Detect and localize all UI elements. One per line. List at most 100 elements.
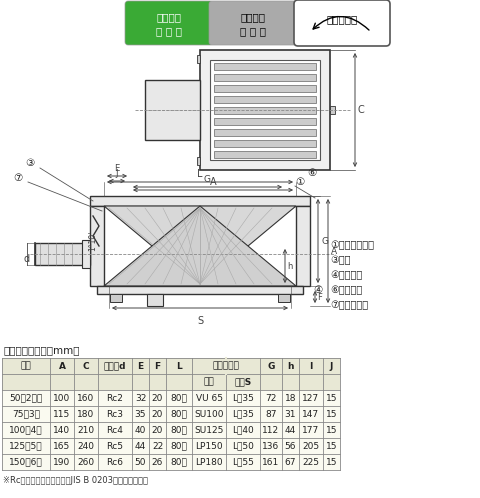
Text: 161: 161 (263, 458, 280, 467)
Text: 20: 20 (152, 425, 163, 434)
Text: Rc4: Rc4 (107, 425, 123, 434)
Bar (214, 150, 316, 157)
Text: S: S (197, 316, 203, 326)
Text: E: E (137, 362, 144, 371)
Text: Rc2: Rc2 (107, 393, 123, 402)
Text: A: A (59, 362, 65, 371)
Text: G: G (321, 237, 328, 246)
Text: 210: 210 (77, 425, 95, 434)
Text: G: G (204, 175, 211, 184)
Text: 44: 44 (135, 442, 146, 451)
Text: d: d (24, 254, 30, 264)
Text: 15: 15 (326, 442, 337, 451)
Text: 100: 100 (53, 393, 71, 402)
Text: 40: 40 (135, 425, 146, 434)
Text: L－50: L－50 (232, 442, 254, 451)
Text: 150（6）: 150（6） (9, 458, 43, 467)
Text: ⑦スペーサー: ⑦スペーサー (330, 300, 368, 310)
Bar (197, 157, 200, 165)
Text: ③: ③ (25, 158, 35, 168)
Bar (210, 60, 320, 160)
Text: Rc3: Rc3 (107, 409, 123, 418)
Bar (214, 107, 316, 114)
Text: 15: 15 (326, 458, 337, 467)
Text: A: A (210, 177, 216, 187)
Text: A: A (331, 247, 337, 255)
Bar (2, 358, 340, 390)
Text: 塗　　膜: 塗 膜 (156, 12, 181, 22)
Text: ⑥丸小ネジ: ⑥丸小ネジ (330, 285, 362, 295)
FancyBboxPatch shape (294, 0, 390, 46)
Text: 125（5）: 125（5） (9, 442, 43, 451)
Text: 1°10': 1°10' (88, 231, 97, 251)
Text: L－35: L－35 (232, 409, 254, 418)
Text: ねじ径d: ねじ径d (104, 362, 126, 371)
Text: 26: 26 (152, 458, 163, 467)
Text: 180: 180 (77, 409, 95, 418)
Bar (90, 196, 310, 206)
Text: C: C (83, 362, 89, 371)
FancyBboxPatch shape (125, 1, 213, 45)
Text: 防 水 用: 防 水 用 (240, 26, 266, 36)
Text: 44: 44 (285, 425, 296, 434)
Text: 205: 205 (302, 442, 320, 451)
Text: 240: 240 (77, 442, 95, 451)
Text: 100（4）: 100（4） (9, 425, 43, 434)
Text: ⑥: ⑥ (307, 168, 317, 178)
Bar (214, 139, 316, 146)
FancyBboxPatch shape (209, 1, 297, 45)
Text: ④アンカー: ④アンカー (330, 270, 362, 280)
Text: 136: 136 (263, 442, 280, 451)
Text: 165: 165 (53, 442, 71, 451)
Text: 67: 67 (285, 458, 296, 467)
Bar (110, 294, 122, 302)
Bar (147, 294, 163, 306)
Text: LP180: LP180 (195, 458, 223, 467)
Text: 87: 87 (265, 409, 277, 418)
Text: ③本体: ③本体 (330, 255, 350, 265)
Bar (82, 240, 90, 268)
Text: 56: 56 (285, 442, 296, 451)
Bar (200, 50, 330, 170)
Text: L: L (197, 169, 203, 179)
Text: 80～: 80～ (170, 442, 187, 451)
Bar (197, 55, 200, 63)
Text: 15: 15 (326, 393, 337, 402)
Text: F: F (155, 362, 161, 371)
Text: 190: 190 (53, 458, 71, 467)
Text: モルタル: モルタル (240, 12, 265, 22)
Text: h: h (287, 261, 292, 270)
Text: VU 65: VU 65 (195, 393, 223, 402)
Text: 50（2吋）: 50（2吋） (10, 393, 43, 402)
Bar (145, 80, 200, 140)
Text: SU125: SU125 (194, 425, 224, 434)
Text: Rc6: Rc6 (107, 458, 123, 467)
Text: 寸法表　＜単位：mm＞: 寸法表 ＜単位：mm＞ (4, 345, 81, 355)
Polygon shape (104, 206, 296, 286)
Bar (35, 243, 90, 265)
Bar (2, 358, 340, 470)
Text: 15: 15 (326, 409, 337, 418)
Text: Rc5: Rc5 (107, 442, 123, 451)
Text: 72: 72 (265, 393, 276, 402)
Text: 147: 147 (302, 409, 320, 418)
Text: ①ストレーナー: ①ストレーナー (330, 240, 374, 250)
Text: 80～: 80～ (170, 393, 187, 402)
Text: 80～: 80～ (170, 425, 187, 434)
Text: 呼称: 呼称 (21, 362, 31, 371)
Bar (214, 85, 316, 92)
Text: 規格: 規格 (204, 377, 215, 386)
Text: 115: 115 (53, 409, 71, 418)
Text: E: E (114, 164, 120, 173)
Text: J: J (116, 169, 118, 178)
Polygon shape (104, 206, 296, 286)
Text: 防 水 用: 防 水 用 (156, 26, 182, 36)
Text: 18: 18 (285, 393, 296, 402)
Text: h: h (287, 362, 294, 371)
Text: 112: 112 (263, 425, 279, 434)
Text: 225: 225 (302, 458, 320, 467)
Text: ④: ④ (313, 285, 323, 295)
Bar (97, 286, 303, 294)
Text: 127: 127 (302, 393, 320, 402)
Text: L－35: L－35 (232, 393, 254, 402)
